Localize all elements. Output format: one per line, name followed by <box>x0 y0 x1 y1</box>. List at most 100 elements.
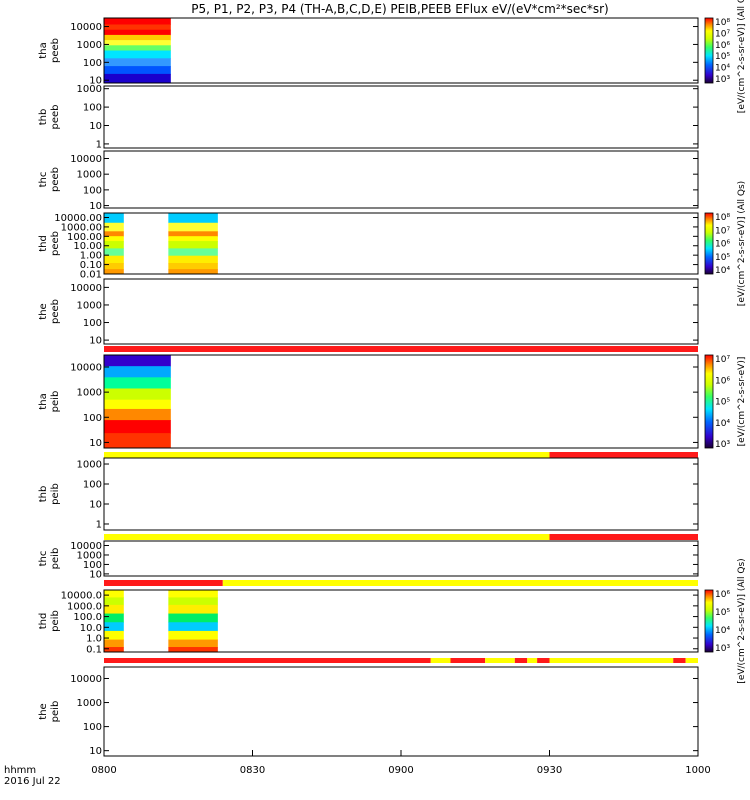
colorbar-tick-label: 10⁵ <box>715 398 730 408</box>
probe-label: thc <box>38 172 49 188</box>
colorbar-tick-label: 10⁶ <box>715 376 730 386</box>
y-tick-label: 0.1 <box>86 644 102 655</box>
spectrogram-cell <box>104 590 124 598</box>
y-tick-label: 1000.0 <box>67 601 102 612</box>
panel-thb-peib: 1 10 100 1000 thb peib <box>38 457 699 540</box>
spectrogram-cell <box>104 597 124 606</box>
panel-tha-peib: 10 100 1000 10000 tha peib 10⁷ 10⁶ 10⁵ 10⁴ 10³ [eV/… <box>38 354 747 458</box>
product-label: peeb <box>50 167 61 192</box>
probe-label: thd <box>38 235 49 252</box>
y-tick-label: 1000 <box>77 460 102 471</box>
product-label: peeb <box>50 299 61 324</box>
y-tick-label: 10000 <box>70 674 102 685</box>
y-tick-label: 1 <box>96 139 102 150</box>
quality-flag-segment <box>514 658 528 663</box>
product-label: peib <box>50 391 61 413</box>
probe-label: thd <box>38 613 49 630</box>
spectrogram-cell <box>168 231 218 237</box>
quality-flag-segment <box>222 580 699 586</box>
quality-flag-segment <box>549 534 698 540</box>
quality-flag-segment <box>104 534 550 540</box>
probe-label: tha <box>38 393 49 409</box>
spectrogram-cell <box>168 222 218 232</box>
spectrogram-cell <box>104 58 171 67</box>
y-tick-label: 1000 <box>77 698 102 709</box>
colorbar-tick-label: 10³ <box>715 75 730 85</box>
panel-frame <box>103 666 699 757</box>
spectrogram-cell <box>104 50 171 59</box>
colorbar-tick-label: 10⁵ <box>715 52 730 62</box>
spectrogram-cell <box>104 420 171 434</box>
quality-flag-segment <box>685 658 698 663</box>
panel-frame <box>103 457 699 531</box>
plot-title: P5, P1, P2, P3, P4 (TH-A,B,C,D,E) PEIB,P… <box>191 2 608 16</box>
y-tick-label: 100 <box>83 413 102 424</box>
probe-label: tha <box>38 42 49 58</box>
panel-frame <box>103 354 699 449</box>
probe-label: the <box>38 703 49 719</box>
quality-flag-segment <box>549 452 698 458</box>
y-tick-label: 10000 <box>70 154 102 165</box>
date-label: 2016 Jul 22 <box>4 776 61 787</box>
spectrogram-cell <box>104 66 171 75</box>
spectrogram-cell <box>104 248 124 257</box>
spectrogram-cell <box>168 622 218 632</box>
spectrogram-cell <box>104 18 171 25</box>
panel-the-peib: 10 100 1000 10000 the peib <box>38 666 699 757</box>
y-tick-label: 10000.0 <box>61 591 102 602</box>
spectrogram-cell <box>168 630 218 641</box>
product-label: peib <box>50 610 61 632</box>
y-tick-label: 100 <box>83 318 102 329</box>
quality-flag-segment <box>673 658 686 663</box>
y-tick-label: 1000.00 <box>61 222 102 233</box>
colorbar <box>704 17 714 84</box>
spectrogram-cell <box>168 241 218 249</box>
panel-frame <box>103 540 699 577</box>
y-tick-label: 1 <box>96 519 102 530</box>
y-tick-label: 10000 <box>70 22 102 33</box>
y-tick-label: 100 <box>83 560 102 571</box>
colorbar <box>704 354 714 449</box>
spectrogram-cell <box>168 269 218 275</box>
probe-label: the <box>38 303 49 319</box>
colorbar-tick-label: 10⁴ <box>715 626 730 636</box>
panel-frame <box>103 85 699 149</box>
spectrogram-cell <box>104 255 124 264</box>
spectrogram-cell <box>104 604 124 615</box>
spectrogram-cell <box>104 40 171 46</box>
spectrogram-cell <box>168 647 218 653</box>
panel-frame <box>103 212 699 275</box>
colorbar-label: [eV/(cm^2-s-sr-eV)] <box>737 357 747 447</box>
colorbar-tick-label: 10³ <box>715 644 730 654</box>
colorbar <box>704 589 714 653</box>
probe-label: thb <box>38 486 49 503</box>
spectrogram-cell <box>168 639 218 648</box>
panel-frame <box>103 278 699 345</box>
spectrogram-cell <box>104 613 124 623</box>
y-tick-label: 10000.00 <box>54 213 102 224</box>
spectrogram-cell <box>104 269 124 275</box>
colorbar-label: [eV/(cm^2-s-sr-eV)] (All Qs) <box>737 181 747 306</box>
y-tick-label: 1000 <box>77 388 102 399</box>
spectrogram-cell <box>104 236 124 242</box>
y-tick-label: 10 <box>89 76 102 87</box>
y-tick-label: 10000 <box>70 362 102 373</box>
y-tick-label: 10 <box>89 499 102 510</box>
colorbar-label: [eV/(cm^2-s-sr-eV)] (All Qs) <box>737 0 747 113</box>
y-tick-label: 1.00 <box>80 251 102 262</box>
quality-flag-segment <box>450 658 486 663</box>
spectrogram-cell <box>104 388 171 401</box>
quality-flag-segment <box>485 658 515 663</box>
y-tick-label: 10000 <box>70 283 102 294</box>
y-tick-label: 10.00 <box>73 241 102 252</box>
panel-frame <box>103 589 699 653</box>
y-tick-label: 10 <box>89 569 102 580</box>
hhmm-label: hhmm <box>4 765 36 776</box>
spectrogram-cell <box>104 213 124 224</box>
spectrogram-cell <box>104 29 171 36</box>
spectrogram-cell <box>168 213 218 224</box>
y-tick-label: 10 <box>89 201 102 212</box>
y-tick-label: 1.0 <box>86 634 102 645</box>
